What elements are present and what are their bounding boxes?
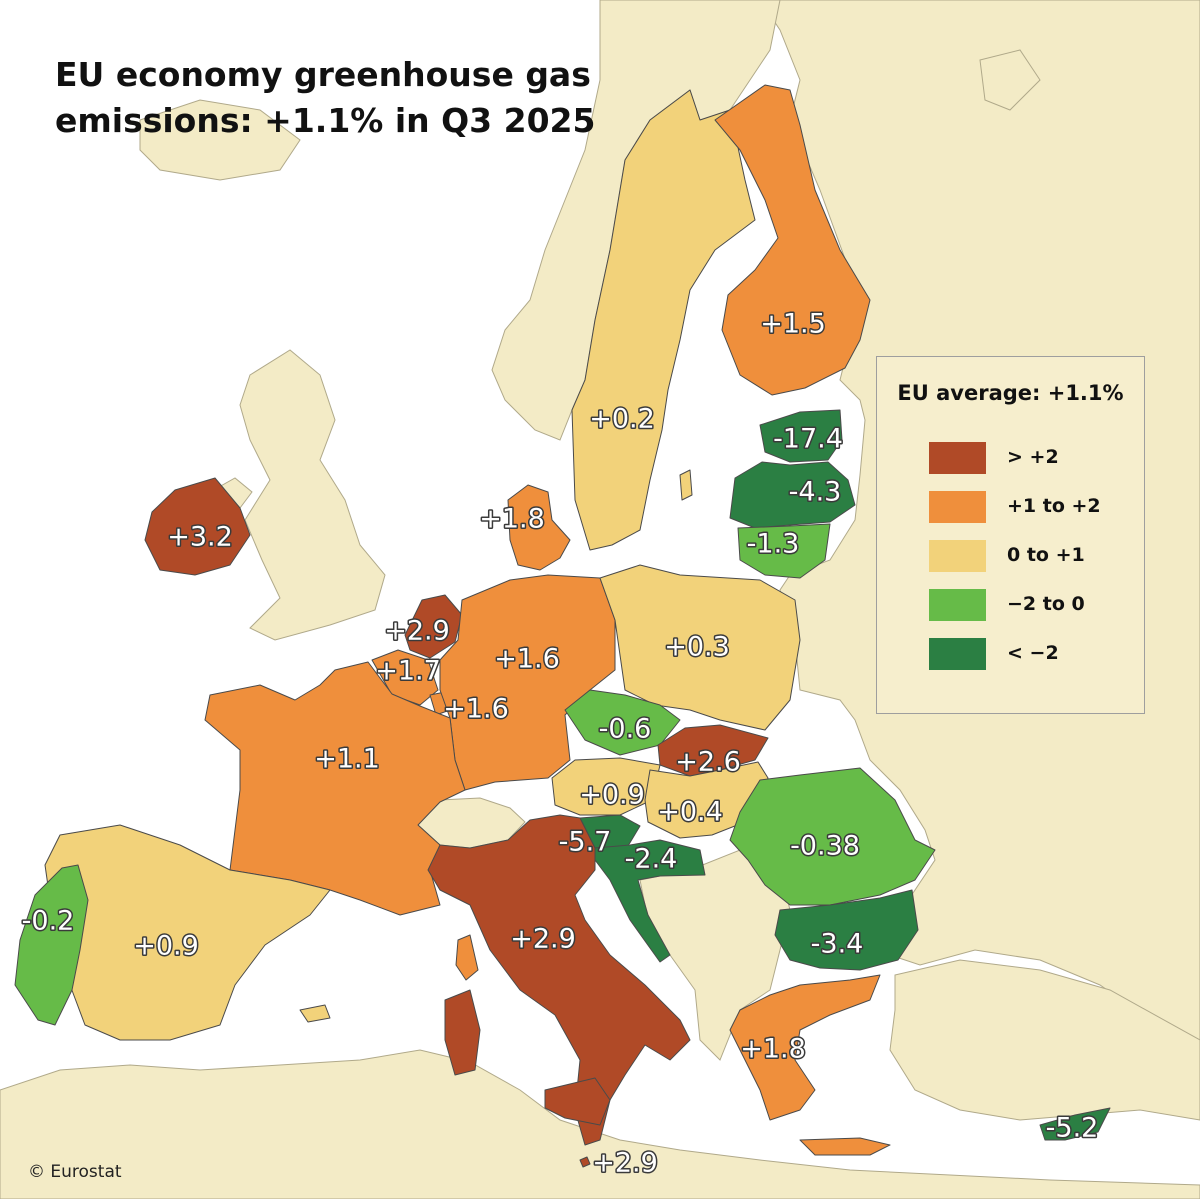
label-netherlands: +2.9 [384,616,450,647]
legend-swatch [929,540,986,572]
label-poland: +0.3 [664,632,730,663]
legend-label: > +2 [1007,446,1059,468]
country-cyprus[interactable] [1039,1107,1111,1141]
legend: EU average: +1.1% > +2 +1 to +2 0 to +1 … [876,356,1145,714]
legend-swatch [929,638,986,670]
country-greece[interactable] [729,974,881,1121]
eu-countries [14,84,1111,1168]
country-latvia[interactable] [729,461,856,529]
label-lithuania: -1.3 [747,529,800,560]
country-sicily[interactable] [544,1077,611,1126]
legend-label: 0 to +1 [1007,544,1085,566]
label-croatia: -2.4 [625,844,678,875]
country-corsica[interactable] [455,934,479,981]
label-slovenia: -5.7 [559,827,612,858]
label-latvia: -4.3 [789,477,842,508]
country-denmark[interactable] [507,484,571,571]
country-netherlands[interactable] [404,594,463,659]
label-france: +1.1 [314,744,380,775]
map-title: EU economy greenhouse gas emissions: +1.… [55,52,615,144]
country-italy[interactable] [427,814,691,1146]
country-romania[interactable] [729,767,936,906]
label-cyprus: -5.2 [1046,1113,1099,1144]
turkey-land [889,959,1200,1121]
country-bulgaria[interactable] [774,889,919,971]
label-malta: +2.9 [592,1148,658,1179]
country-poland[interactable] [599,564,801,731]
country-sweden[interactable] [571,89,756,551]
country-gotland[interactable] [679,469,693,501]
label-bulgaria: -3.4 [811,929,864,960]
legend-title: EU average: +1.1% [897,381,1124,405]
label-romania: -0.38 [790,831,860,862]
country-malta[interactable] [579,1156,591,1168]
legend-swatch [929,589,986,621]
country-sardinia[interactable] [444,989,481,1076]
country-ireland[interactable] [144,477,251,576]
label-portugal: -0.2 [22,906,75,937]
credit: © Eurostat [28,1162,122,1182]
label-estonia: -17.4 [773,424,843,455]
country-balearic[interactable] [299,1004,331,1023]
label-spain: +0.9 [133,931,199,962]
country-lithuania[interactable] [737,523,831,579]
country-germany[interactable] [439,574,616,791]
country-portugal[interactable] [14,864,89,1026]
map-title-line-2: emissions: +1.1% in Q3 2025 [55,101,596,140]
label-denmark: +1.8 [479,504,545,535]
country-slovakia[interactable] [657,724,769,777]
country-czechia[interactable] [564,689,681,756]
country-croatia[interactable] [594,839,706,963]
label-ireland: +3.2 [167,522,233,553]
legend-label: +1 to +2 [1007,495,1101,517]
country-crete[interactable] [799,1137,891,1156]
country-finland[interactable] [714,84,871,396]
country-estonia[interactable] [759,409,843,463]
label-belgium: +1.7 [375,656,441,687]
label-hungary: +0.4 [657,797,723,828]
legend-swatch [929,491,986,523]
label-slovakia: +2.6 [675,747,741,778]
label-germany: +1.6 [494,644,560,675]
arctic-island-land [979,49,1041,111]
label-finland: +1.5 [760,309,826,340]
label-luxembourg: +1.6 [443,694,509,725]
label-greece: +1.8 [740,1034,806,1065]
value-labels: +3.2 -0.2 +0.9 +1.1 +1.7 +2.9 +1.6 +1.6 … [20,307,1100,1180]
iceland-land [139,99,301,181]
label-sweden: +0.2 [589,404,655,435]
label-austria: +0.9 [579,780,645,811]
legend-label: −2 to 0 [1007,593,1085,615]
legend-swatch [929,442,986,474]
great-britain-land [239,349,386,641]
legend-label: < −2 [1007,642,1059,664]
map-title-line-1: EU economy greenhouse gas [55,55,591,94]
label-italy: +2.9 [510,924,576,955]
label-czechia: -0.6 [599,714,652,745]
